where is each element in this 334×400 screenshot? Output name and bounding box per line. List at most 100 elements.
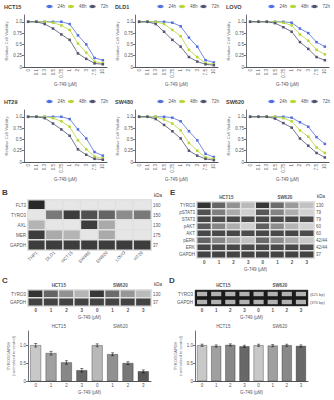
svg-text:E: E xyxy=(170,188,176,197)
svg-text:42/44: 42/44 xyxy=(316,238,328,243)
svg-text:130: 130 xyxy=(153,292,161,297)
svg-text:0.1: 0.1 xyxy=(256,164,261,171)
svg-text:175: 175 xyxy=(153,233,161,238)
svg-text:0.25: 0.25 xyxy=(13,148,22,153)
svg-text:3: 3 xyxy=(300,308,303,313)
svg-text:0.3: 0.3 xyxy=(153,164,158,171)
svg-text:AXL: AXL xyxy=(17,223,26,228)
svg-text:0.5: 0.5 xyxy=(20,361,27,366)
svg-text:1: 1 xyxy=(276,260,279,265)
svg-text:0: 0 xyxy=(26,164,31,167)
svg-text:G-749 (μM): G-749 (μM) xyxy=(276,177,300,182)
svg-text:72h: 72h xyxy=(211,4,219,9)
svg-text:HT29: HT29 xyxy=(133,250,145,262)
svg-text:0.5: 0.5 xyxy=(127,137,134,142)
svg-text:1.0: 1.0 xyxy=(16,114,23,119)
svg-text:3: 3 xyxy=(195,69,200,72)
svg-text:60: 60 xyxy=(316,231,322,236)
svg-text:LOVO: LOVO xyxy=(226,4,242,10)
svg-text:THP1: THP1 xyxy=(27,250,39,262)
svg-text:72h: 72h xyxy=(322,4,330,9)
svg-text:AKT: AKT xyxy=(186,231,195,236)
svg-text:130: 130 xyxy=(316,203,324,208)
svg-text:0.75: 0.75 xyxy=(13,31,22,36)
svg-text:HCT15: HCT15 xyxy=(60,250,74,264)
svg-text:1: 1 xyxy=(67,69,72,72)
svg-text:SW620: SW620 xyxy=(226,99,244,105)
svg-text:0.5: 0.5 xyxy=(16,42,23,47)
svg-text:LOVO: LOVO xyxy=(114,250,127,263)
svg-text:2: 2 xyxy=(75,69,80,72)
svg-text:1: 1 xyxy=(50,308,53,313)
svg-text:0.75: 0.75 xyxy=(124,126,133,131)
svg-text:72h: 72h xyxy=(100,99,108,104)
svg-text:10: 10 xyxy=(100,164,105,170)
svg-text:Relative Cell Viability: Relative Cell Viability xyxy=(4,116,9,156)
svg-text:1: 1 xyxy=(111,383,114,388)
svg-text:G-749 (μM): G-749 (μM) xyxy=(54,82,78,87)
svg-text:0.25: 0.25 xyxy=(124,53,133,58)
svg-text:Relative Cell Viability: Relative Cell Viability xyxy=(115,116,120,156)
svg-text:0.3: 0.3 xyxy=(42,164,47,171)
svg-text:2: 2 xyxy=(297,69,302,72)
svg-text:3: 3 xyxy=(243,383,246,388)
svg-text:0.5: 0.5 xyxy=(51,164,56,171)
svg-text:1: 1 xyxy=(50,383,53,388)
svg-text:0: 0 xyxy=(248,164,253,167)
svg-text:10: 10 xyxy=(322,164,327,170)
svg-text:kDa: kDa xyxy=(154,282,162,287)
svg-text:0.75: 0.75 xyxy=(235,126,244,131)
svg-text:0.3: 0.3 xyxy=(264,69,269,76)
svg-text:2: 2 xyxy=(186,164,191,167)
svg-text:3: 3 xyxy=(247,260,250,265)
svg-text:ERK: ERK xyxy=(186,245,195,250)
svg-text:48h: 48h xyxy=(301,4,309,9)
svg-text:0: 0 xyxy=(137,69,142,72)
svg-text:48h: 48h xyxy=(79,4,87,9)
svg-text:TYRO3: TYRO3 xyxy=(178,292,194,297)
svg-text:7.5: 7.5 xyxy=(203,164,208,171)
svg-text:24h: 24h xyxy=(57,99,65,104)
svg-text:79: 79 xyxy=(316,210,322,215)
svg-text:0.1: 0.1 xyxy=(34,69,39,76)
svg-text:0: 0 xyxy=(96,308,99,313)
svg-text:0.25: 0.25 xyxy=(235,53,244,58)
svg-text:0.3: 0.3 xyxy=(42,69,47,76)
svg-text:pERK: pERK xyxy=(183,238,195,243)
svg-text:0.5: 0.5 xyxy=(127,42,134,47)
svg-text:79: 79 xyxy=(316,217,322,222)
svg-text:0.3: 0.3 xyxy=(264,164,269,171)
svg-text:TYRO3: TYRO3 xyxy=(11,213,27,218)
svg-text:SW620: SW620 xyxy=(95,250,109,264)
svg-text:24h: 24h xyxy=(168,4,176,9)
svg-text:SW620: SW620 xyxy=(113,324,128,329)
svg-text:0: 0 xyxy=(201,383,204,388)
svg-text:1: 1 xyxy=(218,260,221,265)
svg-text:42/44: 42/44 xyxy=(316,245,328,250)
svg-text:FLT3: FLT3 xyxy=(16,203,27,208)
svg-text:0.75: 0.75 xyxy=(124,31,133,36)
svg-text:0: 0 xyxy=(34,383,37,388)
svg-text:TYRO3: TYRO3 xyxy=(180,203,196,208)
svg-text:0.75: 0.75 xyxy=(235,31,244,36)
svg-text:0.5: 0.5 xyxy=(16,137,23,142)
svg-text:1.0: 1.0 xyxy=(16,19,23,24)
svg-text:0: 0 xyxy=(130,160,133,165)
svg-text:60: 60 xyxy=(316,224,322,229)
svg-text:7.5: 7.5 xyxy=(92,164,97,171)
svg-text:0.1: 0.1 xyxy=(145,164,150,171)
svg-text:0.75: 0.75 xyxy=(170,69,175,78)
svg-text:SW620: SW620 xyxy=(113,283,128,288)
svg-text:HT29: HT29 xyxy=(4,99,17,105)
svg-text:MER: MER xyxy=(16,233,27,238)
svg-text:1: 1 xyxy=(178,164,183,167)
svg-text:10: 10 xyxy=(211,164,216,170)
svg-text:0.5: 0.5 xyxy=(162,69,167,76)
svg-text:24h: 24h xyxy=(279,99,287,104)
svg-text:0: 0 xyxy=(96,383,99,388)
svg-text:10: 10 xyxy=(100,69,105,75)
svg-text:Relative Cell Viability: Relative Cell Viability xyxy=(4,21,9,61)
svg-text:Relative Cell Viability: Relative Cell Viability xyxy=(226,116,231,156)
svg-text:160: 160 xyxy=(153,203,161,208)
svg-text:0: 0 xyxy=(19,65,22,70)
